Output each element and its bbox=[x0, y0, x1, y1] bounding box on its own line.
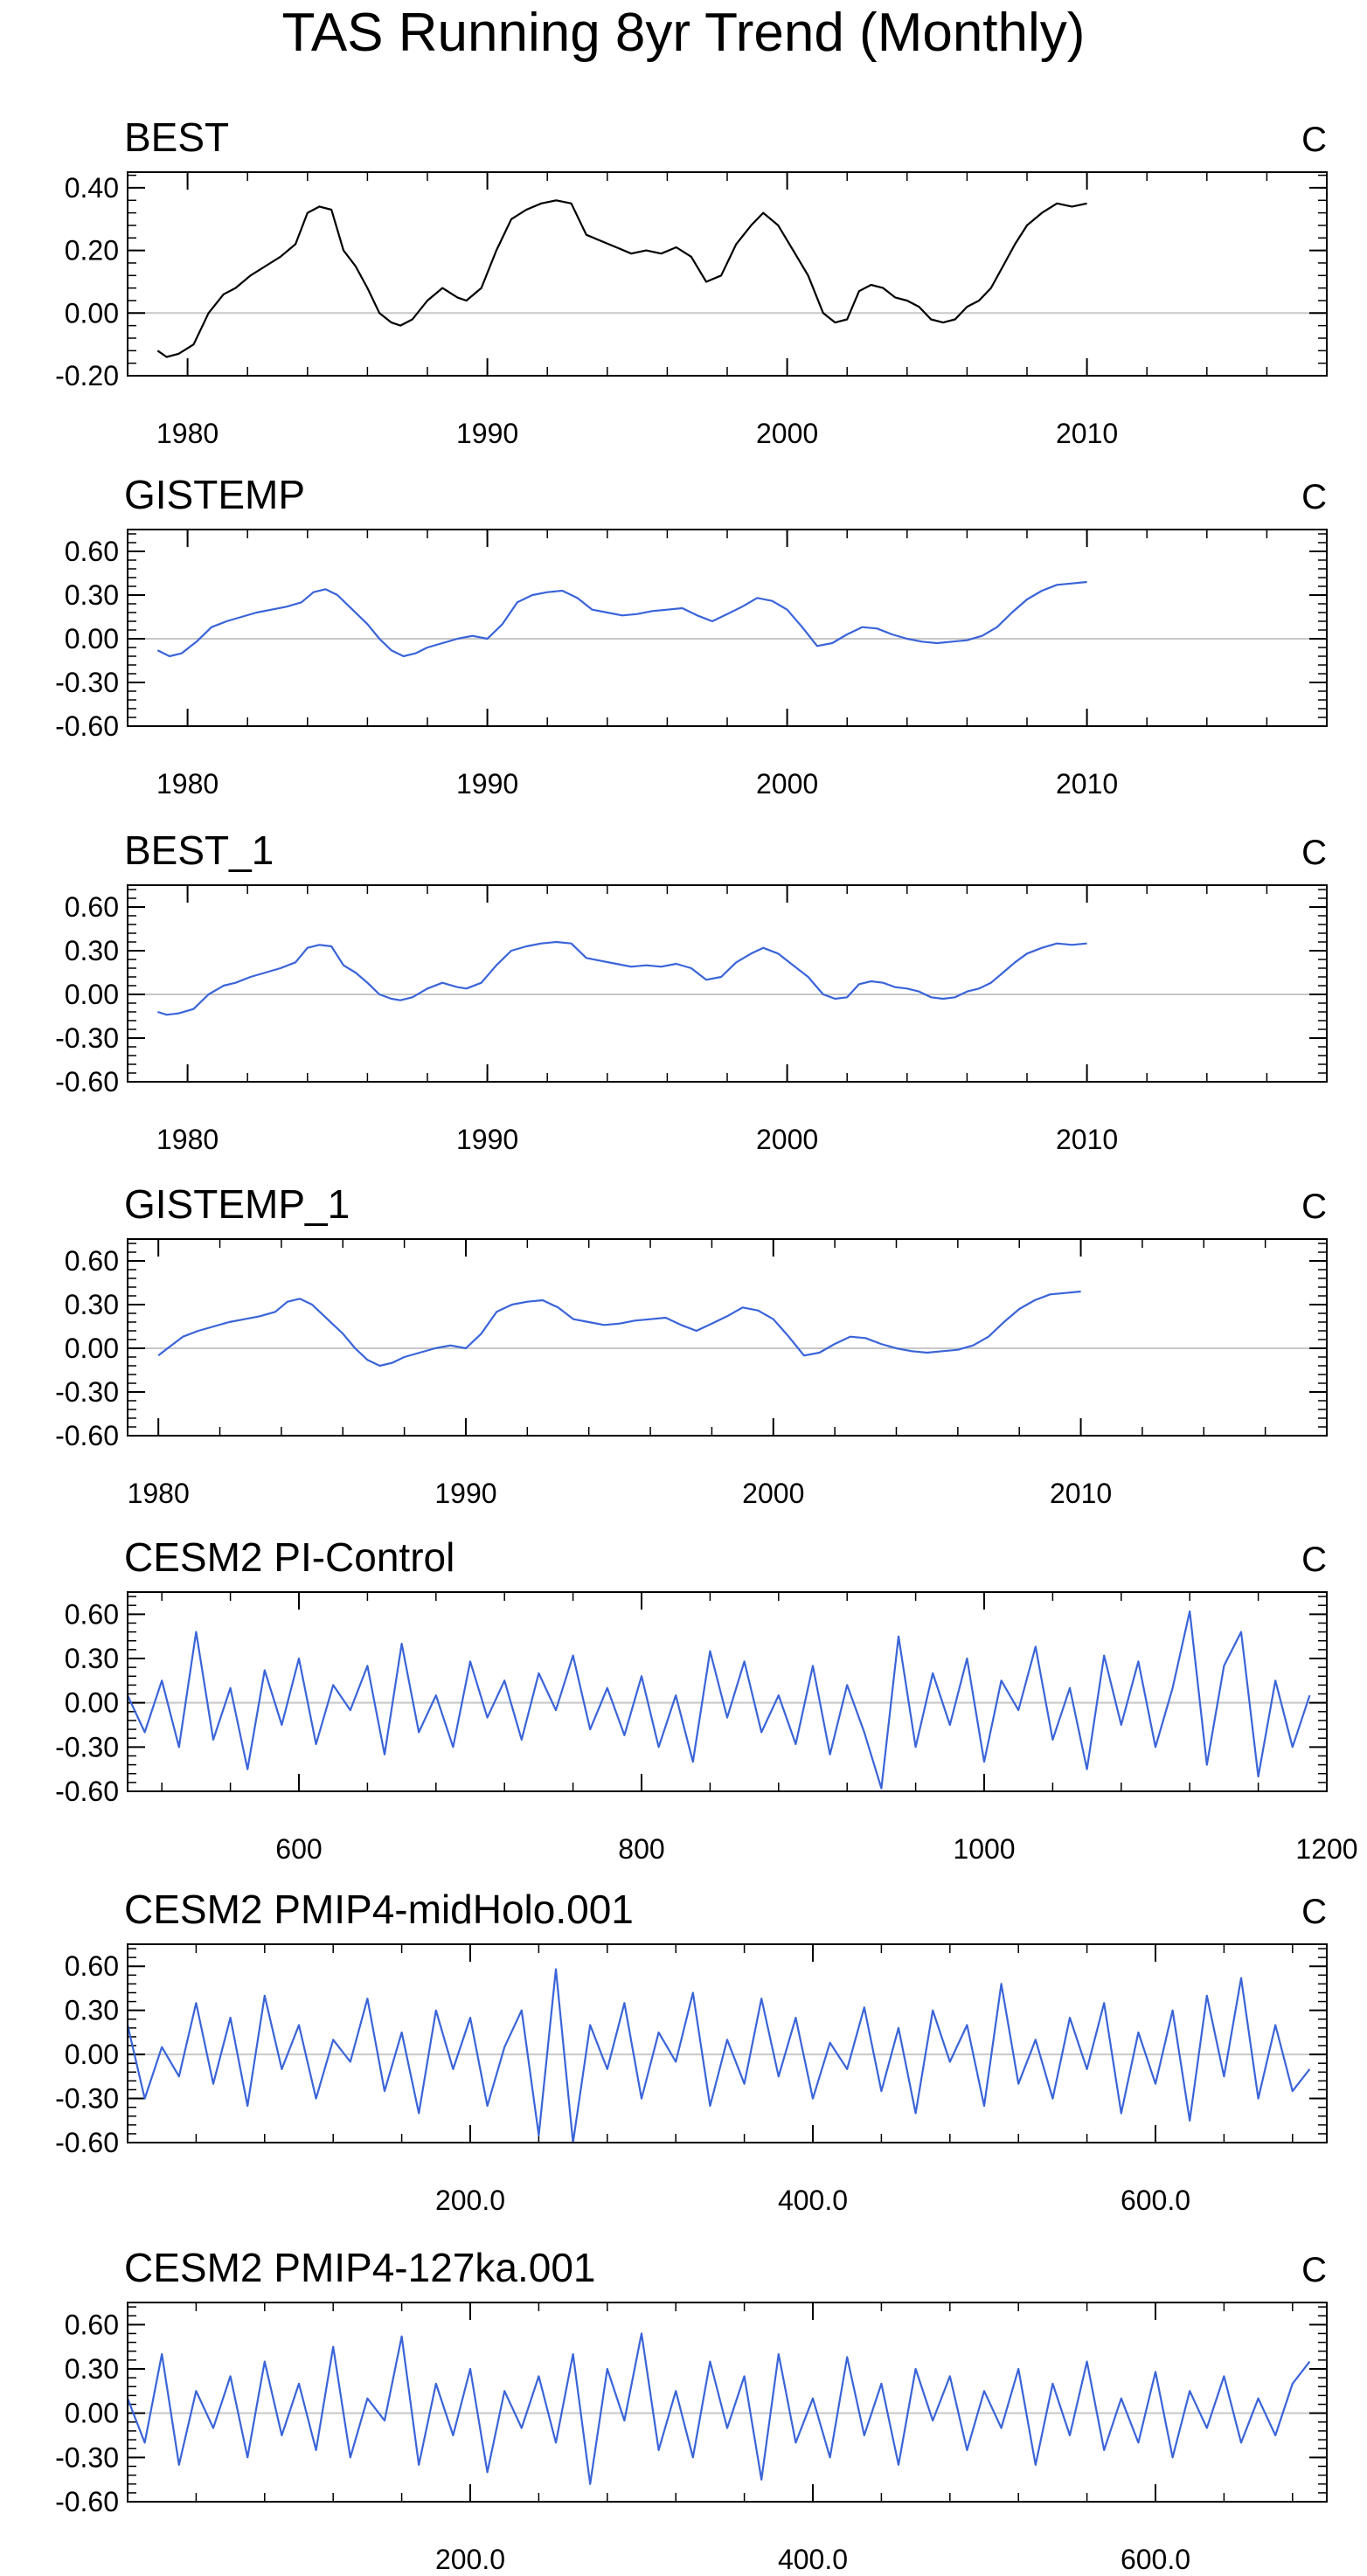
x-tick-label: 2010 bbox=[1056, 768, 1118, 800]
y-tick-label: -0.60 bbox=[55, 2127, 119, 2158]
panel-2: GISTEMP C -0.60 -0.30 0.00 0.30 0.60 1980 1990 20… bbox=[55, 472, 1328, 800]
x-tick-label: 2010 bbox=[1056, 418, 1118, 449]
y-tick-label: 0.60 bbox=[65, 1950, 119, 1982]
panel-3: BEST_1 C -0.60 -0.30 0.00 0.30 0.60 1980 1990 200… bbox=[55, 828, 1328, 1155]
y-tick-label: -0.60 bbox=[55, 1420, 119, 1451]
plot-frame bbox=[127, 1238, 1328, 1437]
y-tick-label: 0.00 bbox=[65, 979, 119, 1010]
panel-5: CESM2 PI-Control C -0.60 -0.30 0.00 0.30 0.60 6… bbox=[55, 1534, 1358, 1865]
y-tick-label: 0.30 bbox=[65, 1643, 119, 1674]
y-tick-label: -0.30 bbox=[55, 1731, 119, 1762]
plot-frame bbox=[127, 171, 1328, 377]
y-tick-label: 0.30 bbox=[65, 2353, 119, 2385]
y-tick-label: 0.60 bbox=[65, 891, 119, 923]
x-tick-label: 600 bbox=[275, 1833, 322, 1865]
panel-title: CESM2 PMIP4-127ka.001 bbox=[124, 2245, 596, 2290]
panel-units-label: C bbox=[1301, 2251, 1327, 2289]
x-tick-label: 2010 bbox=[1050, 1478, 1112, 1509]
y-tick-label: 0.60 bbox=[65, 1245, 119, 1277]
y-tick-label: 0.00 bbox=[65, 623, 119, 654]
x-tick-label: 1990 bbox=[456, 418, 518, 449]
x-tick-label: 400.0 bbox=[778, 2185, 848, 2216]
y-tick-label: 0.00 bbox=[65, 1333, 119, 1364]
x-tick-label: 600.0 bbox=[1121, 2185, 1190, 2216]
y-tick-label: -0.30 bbox=[55, 1022, 119, 1054]
y-tick-label: 0.30 bbox=[65, 579, 119, 611]
y-tick-label: -0.30 bbox=[55, 667, 119, 698]
y-tick-label: 0.20 bbox=[65, 235, 119, 267]
panel-units-label: C bbox=[1301, 1541, 1327, 1579]
y-tick-label: 0.00 bbox=[65, 2039, 119, 2070]
x-tick-label: 2000 bbox=[756, 768, 818, 800]
y-tick-label: 0.00 bbox=[65, 2398, 119, 2429]
panel-4: GISTEMP_1 C -0.60 -0.30 0.00 0.30 0.60 1980 1990… bbox=[55, 1181, 1328, 1509]
y-tick-label: -0.20 bbox=[55, 360, 119, 391]
panel-title: BEST bbox=[124, 114, 229, 160]
x-tick-label: 200.0 bbox=[435, 2544, 505, 2575]
x-tick-label: 1200 bbox=[1295, 1833, 1357, 1865]
y-tick-label: 0.30 bbox=[65, 935, 119, 966]
y-tick-label: -0.60 bbox=[55, 710, 119, 742]
panel-title: CESM2 PMIP4-midHolo.001 bbox=[124, 1887, 634, 1932]
y-tick-label: 0.60 bbox=[65, 1598, 119, 1630]
panel-units-label: C bbox=[1301, 478, 1327, 516]
y-tick-label: 0.60 bbox=[65, 2309, 119, 2340]
y-tick-label: -0.60 bbox=[55, 1776, 119, 1807]
x-tick-label: 2010 bbox=[1056, 1124, 1118, 1155]
y-tick-label: -0.60 bbox=[55, 1066, 119, 1098]
panel-1: BEST C -0.20 0.00 0.20 0.40 1980 1990 2000 2010 bbox=[55, 114, 1328, 449]
x-tick-label: 200.0 bbox=[435, 2185, 505, 2216]
y-tick-label: -0.30 bbox=[55, 2441, 119, 2473]
plot-frame bbox=[127, 884, 1328, 1083]
x-tick-label: 2000 bbox=[756, 418, 818, 449]
y-tick-label: -0.30 bbox=[55, 1376, 119, 1408]
panel-title: BEST_1 bbox=[124, 828, 274, 873]
y-tick-label: 0.30 bbox=[65, 1289, 119, 1320]
x-tick-label: 1990 bbox=[434, 1478, 496, 1509]
series-line bbox=[157, 1290, 1081, 1368]
y-tick-label: 0.00 bbox=[65, 1687, 119, 1719]
x-tick-label: 1000 bbox=[953, 1833, 1015, 1865]
panel-units-label: C bbox=[1301, 121, 1327, 159]
panel-title: CESM2 PI-Control bbox=[124, 1534, 455, 1580]
series-line bbox=[156, 580, 1087, 658]
y-tick-label: 0.60 bbox=[65, 536, 119, 567]
y-tick-label: -0.60 bbox=[55, 2486, 119, 2517]
series-line bbox=[127, 1610, 1311, 1790]
y-tick-label: 0.30 bbox=[65, 1995, 119, 2026]
x-tick-label: 2000 bbox=[756, 1124, 818, 1155]
x-tick-label: 800 bbox=[618, 1833, 664, 1865]
panel-units-label: C bbox=[1301, 1188, 1327, 1226]
series-line bbox=[156, 199, 1087, 358]
x-tick-label: 1980 bbox=[156, 418, 219, 449]
x-tick-label: 1980 bbox=[156, 1124, 219, 1155]
x-tick-label: 1990 bbox=[456, 1124, 518, 1155]
panel-units-label: C bbox=[1301, 1893, 1327, 1931]
panel-title: GISTEMP_1 bbox=[124, 1181, 350, 1227]
x-tick-label: 400.0 bbox=[778, 2544, 848, 2575]
x-tick-label: 1980 bbox=[156, 768, 219, 800]
series-line bbox=[126, 1968, 1311, 2144]
figure-title: TAS Running 8yr Trend (Monthly) bbox=[281, 3, 1086, 63]
panel-7: CESM2 PMIP4-127ka.001 C -0.60 -0.30 0.00 0.30… bbox=[55, 2245, 1328, 2575]
x-tick-label: 1980 bbox=[128, 1478, 190, 1509]
panel-6: CESM2 PMIP4-midHolo.001 C -0.60 -0.30 0.00 0.… bbox=[55, 1887, 1328, 2216]
plot-frame bbox=[127, 1943, 1328, 2143]
x-tick-label: 600.0 bbox=[1121, 2544, 1190, 2575]
panel-title: GISTEMP bbox=[124, 472, 305, 517]
series-line bbox=[156, 940, 1087, 1016]
series-line bbox=[126, 2332, 1311, 2485]
y-tick-label: 0.00 bbox=[65, 297, 119, 329]
x-tick-label: 1990 bbox=[456, 768, 518, 800]
plot-frame bbox=[127, 529, 1328, 727]
plot-frame bbox=[127, 2302, 1328, 2503]
y-tick-label: -0.30 bbox=[55, 2083, 119, 2115]
plot-frame bbox=[127, 1591, 1328, 1792]
x-tick-label: 2000 bbox=[742, 1478, 804, 1509]
panel-units-label: C bbox=[1301, 834, 1327, 872]
y-tick-label: 0.40 bbox=[65, 172, 119, 204]
